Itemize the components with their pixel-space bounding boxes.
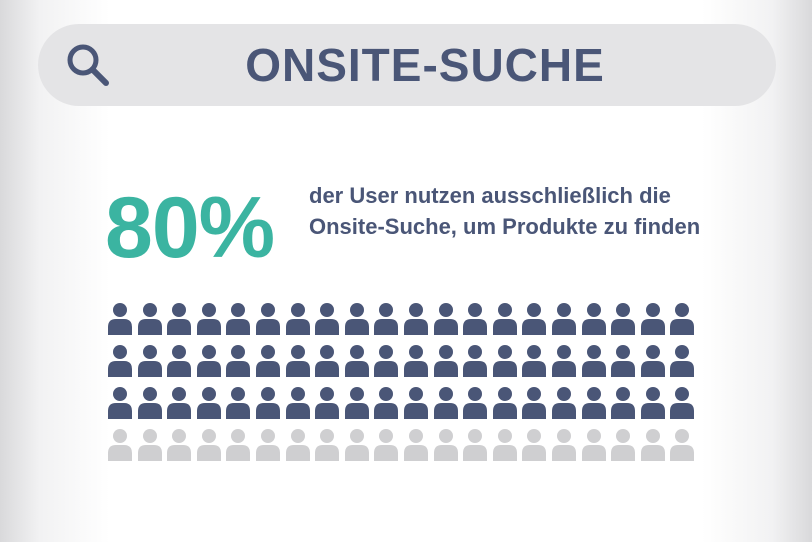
page-title: ONSITE-SUCHE <box>245 39 605 91</box>
person-icon <box>581 303 606 335</box>
person-icon <box>463 303 488 335</box>
person-icon <box>167 429 192 461</box>
person-icon <box>255 303 280 335</box>
person-icon <box>403 303 428 335</box>
person-icon <box>492 345 517 377</box>
person-icon <box>315 387 340 419</box>
person-icon <box>433 387 458 419</box>
person-icon <box>403 387 428 419</box>
person-icon <box>640 303 665 335</box>
person-icon <box>255 429 280 461</box>
person-icon <box>492 429 517 461</box>
person-icon <box>670 429 695 461</box>
person-icon <box>196 429 221 461</box>
person-icon <box>463 429 488 461</box>
person-icon <box>463 345 488 377</box>
person-icon <box>374 303 399 335</box>
person-icon <box>640 387 665 419</box>
person-icon <box>551 429 576 461</box>
person-icon <box>403 345 428 377</box>
person-icon <box>285 429 310 461</box>
person-icon <box>344 345 369 377</box>
person-icon <box>403 429 428 461</box>
person-icon <box>670 303 695 335</box>
people-grid <box>107 302 707 468</box>
person-icon <box>611 345 636 377</box>
person-icon <box>670 345 695 377</box>
person-icon <box>196 387 221 419</box>
person-icon <box>196 345 221 377</box>
person-icon <box>492 387 517 419</box>
person-icon <box>581 429 606 461</box>
person-icon <box>551 387 576 419</box>
person-icon <box>108 303 132 335</box>
stat-description: der User nutzen ausschließlich die Onsit… <box>309 183 701 239</box>
person-icon <box>255 387 280 419</box>
search-bar[interactable]: ONSITE-SUCHE <box>38 24 776 106</box>
person-icon <box>611 429 636 461</box>
person-icon <box>226 345 251 377</box>
person-icon <box>285 303 310 335</box>
person-icon <box>551 345 576 377</box>
person-icon <box>522 345 547 377</box>
person-icon <box>344 429 369 461</box>
person-icon <box>670 387 695 419</box>
person-icon <box>315 429 340 461</box>
person-icon <box>611 303 636 335</box>
person-icon <box>108 345 132 377</box>
person-icon <box>196 303 221 335</box>
person-icon <box>433 345 458 377</box>
person-icon <box>167 303 192 335</box>
person-icon <box>522 429 547 461</box>
person-icon <box>167 345 192 377</box>
person-icon <box>581 387 606 419</box>
person-icon <box>640 345 665 377</box>
person-icon <box>344 303 369 335</box>
person-icon <box>433 429 458 461</box>
person-icon <box>522 303 547 335</box>
person-icon <box>492 303 517 335</box>
person-icon <box>108 387 132 419</box>
person-icon <box>522 387 547 419</box>
person-icon <box>315 345 340 377</box>
person-icon <box>137 345 162 377</box>
person-icon <box>255 345 280 377</box>
person-icon <box>285 387 310 419</box>
person-icon <box>374 429 399 461</box>
person-icon <box>611 387 636 419</box>
person-icon <box>640 429 665 461</box>
person-icon <box>167 387 192 419</box>
person-icon <box>463 387 488 419</box>
person-icon <box>433 303 458 335</box>
person-icon <box>226 429 251 461</box>
person-icon <box>285 345 310 377</box>
person-icon <box>226 387 251 419</box>
person-icon <box>374 387 399 419</box>
search-icon[interactable] <box>64 41 112 89</box>
stat-percent: 80% <box>105 180 275 276</box>
person-icon <box>226 303 251 335</box>
person-icon <box>344 387 369 419</box>
person-icon <box>137 429 162 461</box>
person-icon <box>581 345 606 377</box>
person-icon <box>315 303 340 335</box>
person-icon <box>374 345 399 377</box>
person-icon <box>551 303 576 335</box>
person-icon <box>137 387 162 419</box>
person-icon <box>108 429 132 461</box>
person-icon <box>137 303 162 335</box>
